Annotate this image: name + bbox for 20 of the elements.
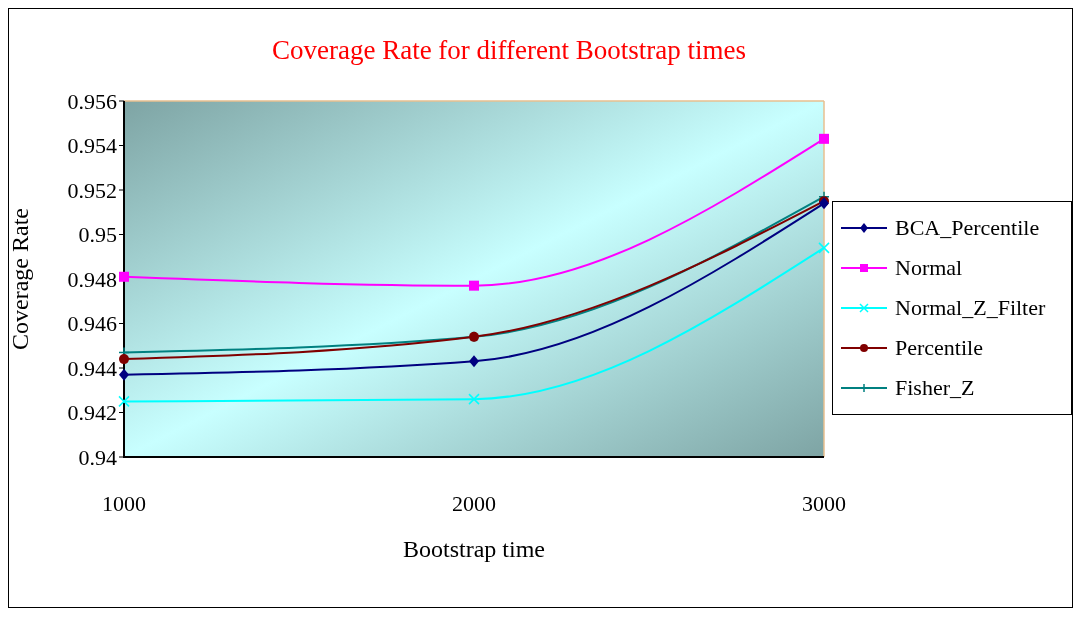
y-tick-label: 0.946	[67, 311, 117, 337]
legend-label: Percentile	[895, 335, 983, 361]
chart-title: Coverage Rate for different Bootstrap times	[270, 35, 748, 66]
x-tick-label: 3000	[802, 490, 846, 516]
x-tick-label: 2000	[452, 490, 496, 516]
y-tick-label: 0.95	[78, 222, 117, 248]
y-tick-label: 0.942	[67, 400, 117, 426]
y-tick-label: 0.952	[67, 177, 117, 203]
legend-label: BCA_Percentile	[895, 215, 1040, 241]
y-tick-label: 0.954	[67, 133, 117, 159]
y-tick-label: 0.94	[78, 444, 117, 470]
y-tick-label: 0.944	[67, 355, 117, 381]
x-axis-title: Bootstrap time	[403, 536, 545, 562]
legend-label: Normal	[895, 255, 963, 281]
y-axis-title: Coverage Rate	[6, 208, 33, 350]
y-tick-label: 0.956	[67, 88, 117, 114]
x-tick-label: 1000	[102, 490, 146, 516]
y-tick-label: 0.948	[67, 266, 117, 292]
legend-label: Normal_Z_Filter	[895, 295, 1046, 321]
legend-label: Fisher_Z	[895, 375, 975, 401]
